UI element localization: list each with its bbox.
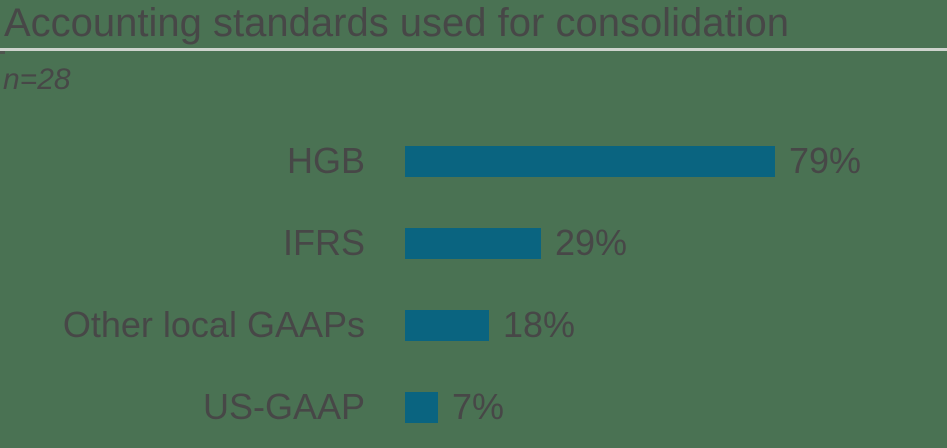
bar-hgb [405,145,775,177]
bar-other-local-gaaps [405,309,489,341]
bar-chart: HGB 79% IFRS 29% Other local GAAPs 18% U… [0,120,947,448]
bar-ifrs [405,227,541,259]
bar-row-hgb: HGB 79% [0,120,947,202]
category-label-other-local-gaaps: Other local GAAPs [62,304,365,345]
category-label-ifrs: IFRS [282,222,365,263]
value-label-hgb: 79% [789,140,862,181]
bar-track: 29% [405,223,947,263]
chart-title: Accounting standards used for consolidat… [4,1,789,45]
bar-track: 79% [405,141,947,181]
bar-track: 18% [405,305,947,345]
value-label-ifrs: 29% [555,222,628,263]
category-label-us-gaap: US-GAAP [202,386,365,427]
axis-origin-tick [0,51,5,54]
title-divider [0,48,947,51]
sample-size-note: n=28 [3,63,71,96]
bar-row-other-local-gaaps: Other local GAAPs 18% [0,284,947,366]
bar-us-gaap [405,391,438,423]
bar-row-ifrs: IFRS 29% [0,202,947,284]
bar-row-us-gaap: US-GAAP 7% [0,366,947,448]
bar-track: 7% [405,387,947,427]
value-label-other-local-gaaps: 18% [503,304,576,345]
value-label-us-gaap: 7% [452,386,505,427]
category-label-hgb: HGB [286,140,365,181]
